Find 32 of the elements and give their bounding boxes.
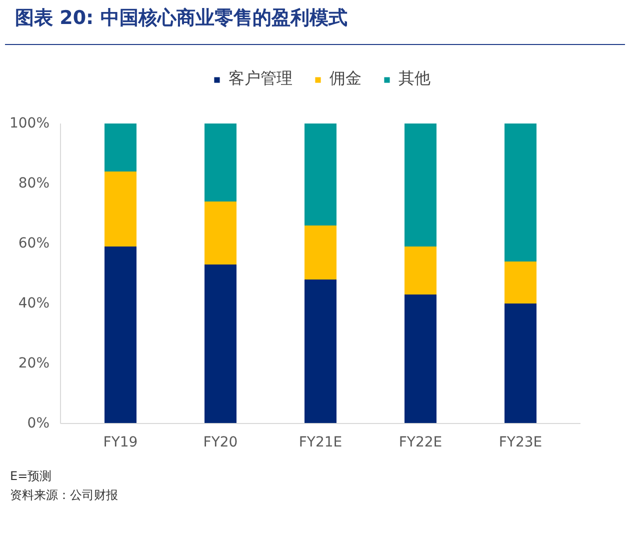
y-tick-label: 100% [9,116,50,132]
bar [204,202,236,264]
y-tick-label: 80% [18,176,50,192]
chart-title: 图表 20: 中国核心商业零售的盈利模式 [15,6,348,31]
bar [404,124,436,246]
bar [204,124,236,202]
bar [404,294,436,424]
y-tick-label: 20% [18,356,50,372]
legend-label: 客户管理 [228,68,292,90]
bar [304,280,336,424]
x-tick-label: FY23E [498,434,542,450]
text: E=预测 [10,468,53,485]
x-tick-label: FY19 [103,434,138,450]
bar [504,124,536,262]
y-tick-label: 0% [27,416,50,432]
bar [104,124,136,172]
bar [104,246,136,424]
bar [404,246,436,294]
bar [504,262,536,304]
bar [504,304,536,424]
bar [204,264,236,424]
bar [304,124,336,226]
text: 资料来源：公司财报 [10,487,118,504]
bar [104,172,136,246]
y-tick-label: 60% [18,236,50,252]
legend-label: 其他 [398,68,430,90]
bar [304,226,336,280]
x-tick-label: FY21E [298,434,342,450]
y-tick-label: 40% [18,296,50,312]
x-tick-label: FY22E [398,434,442,450]
x-tick-label: FY20 [203,434,238,450]
legend-label: 佣金 [330,68,362,90]
